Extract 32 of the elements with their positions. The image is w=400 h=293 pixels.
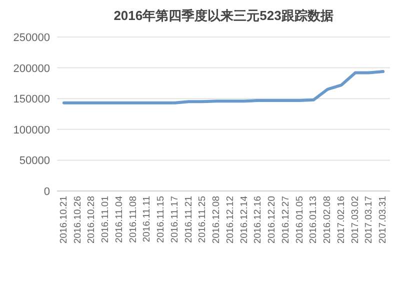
line-series [62, 70, 385, 104]
x-tick-label: 2016.12.16 [252, 196, 264, 244]
x-tick-label: 2016.12.20 [266, 196, 278, 244]
x-tick-label: 2016.11.04 [114, 196, 125, 243]
y-tick-label: 0 [44, 186, 50, 198]
x-tick-label: 2016.10.21 [58, 196, 70, 244]
x-tick-label: 2017.03.02 [350, 196, 361, 244]
x-tick-label: 2016.12.08 [211, 196, 222, 244]
x-tick-label: 2016.11.25 [197, 196, 208, 243]
x-tick-label: 2016.11.01 [100, 196, 112, 243]
y-tick-label: 250000 [13, 32, 50, 44]
x-tick-label: 2016.11.15 [156, 196, 167, 243]
x-tick-label: 2016.10.26 [72, 196, 84, 244]
x-tick-label: 2016.11.08 [128, 196, 139, 243]
x-tick-label: 2016.01.13 [308, 196, 320, 244]
x-tick-label: 2017.02.16 [336, 196, 347, 244]
x-tick-label: 2016.11.17 [169, 196, 180, 243]
x-tick-label: 2016.12.14 [238, 196, 250, 244]
y-tick-label: 200000 [13, 62, 50, 75]
x-tick-label: 2016.11.11 [142, 196, 153, 242]
chart-title: 2016年第四季度以来三元523跟踪数据 [114, 8, 334, 23]
x-tick-label: 2017.03.31 [378, 196, 389, 244]
x-tick-label: 2016.11.21 [183, 196, 194, 243]
y-tick-label: 100000 [13, 124, 50, 136]
x-tick-label: 2016.10.28 [86, 196, 98, 244]
x-tick-label: 2016.02.08 [322, 196, 334, 244]
y-tick-label: 150000 [13, 94, 50, 106]
x-tick-label: 2017.03.17 [364, 196, 375, 244]
x-tick-label: 2016.12.12 [224, 196, 236, 244]
x-tick-label: 2016.01.05 [294, 196, 306, 244]
y-tick-label: 50000 [19, 155, 50, 168]
x-tick-label: 2016.12.27 [280, 196, 292, 244]
